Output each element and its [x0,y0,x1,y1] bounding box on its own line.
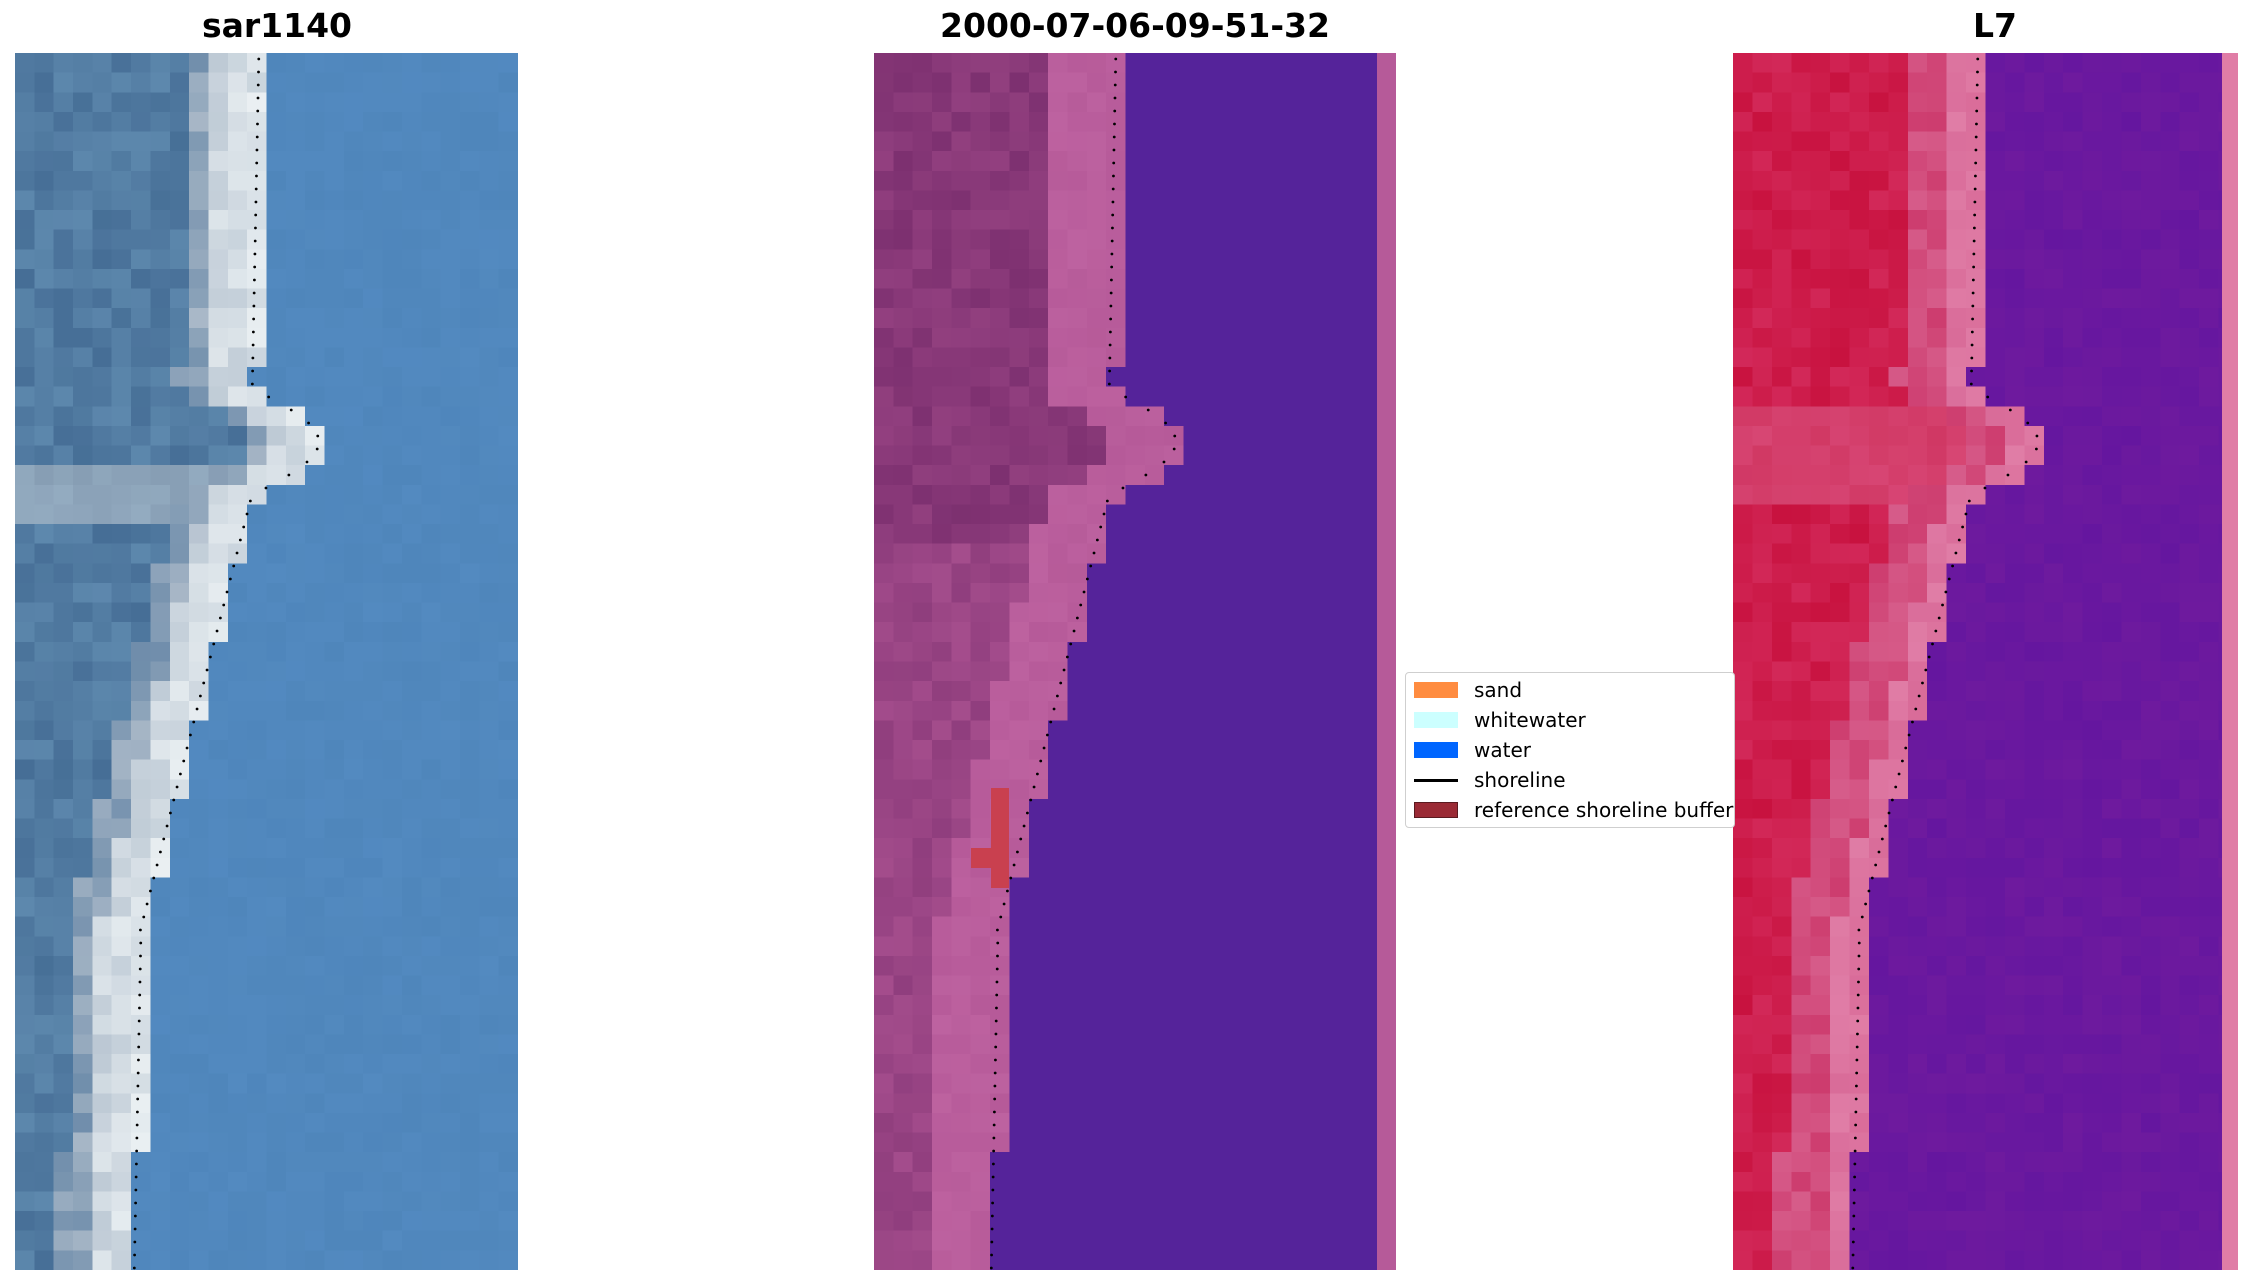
legend-swatch-reference-shoreline-buffer [1414,802,1458,818]
legend-item-water: water [1414,736,1531,764]
legend: sand whitewater water shoreline referenc… [1405,672,1735,828]
panel-title-classified: 2000-07-06-09-51-32 [940,6,1330,45]
classified-image-panel [874,53,1396,1270]
legend-label-sand: sand [1474,678,1523,702]
rgb-image [15,53,518,1270]
legend-swatch-water [1414,742,1458,758]
panel-title-rgb: sar1140 [201,6,353,45]
classified-image [874,53,1396,1270]
legend-swatch-sand [1414,682,1458,698]
legend-item-whitewater: whitewater [1414,706,1586,734]
legend-label-shoreline: shoreline [1474,768,1566,792]
legend-item-sand: sand [1414,676,1522,704]
legend-item-shoreline: shoreline [1414,766,1566,794]
legend-item-reference-shoreline-buffer: reference shoreline buffer [1414,796,1733,824]
rgb-image-panel [15,53,518,1270]
legend-line-shoreline [1414,778,1458,782]
legend-label-whitewater: whitewater [1474,708,1586,732]
index-image [1733,53,2238,1270]
legend-label-water: water [1474,738,1531,762]
panel-title-index: L7 [1973,6,2017,45]
legend-label-reference-shoreline-buffer: reference shoreline buffer [1474,798,1734,822]
legend-swatch-whitewater [1414,712,1458,728]
index-image-panel [1733,53,2238,1270]
